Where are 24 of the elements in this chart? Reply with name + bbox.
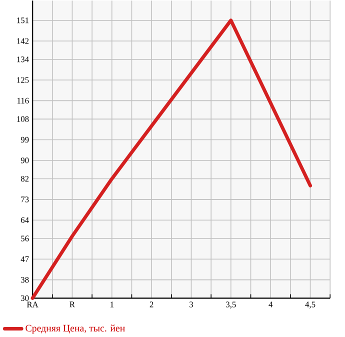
y-tick-label: 142 xyxy=(17,38,29,44)
y-tick-label: 108 xyxy=(17,116,29,122)
y-tick-label: 47 xyxy=(20,256,29,262)
y-tick-label: 38 xyxy=(21,277,29,283)
y-tick-label: 64 xyxy=(21,217,29,223)
y-tick-label: 73 xyxy=(21,196,29,202)
x-tick-label: 1 xyxy=(110,302,114,308)
x-tick-label: 3 xyxy=(190,302,194,308)
y-tick-label: 30 xyxy=(21,295,29,302)
y-tick-label: 90 xyxy=(20,158,29,164)
y-tick-label: 134 xyxy=(17,56,29,62)
y-tick-label: 125 xyxy=(17,77,29,83)
y-tick-label: 82 xyxy=(20,176,29,182)
x-tick-label: 4 xyxy=(268,302,273,308)
legend-label: Средняя Цена, тыс. йен xyxy=(26,324,125,334)
x-tick-label: R xyxy=(70,302,76,308)
y-tick-label: 116 xyxy=(18,98,29,104)
x-tick-label: 2 xyxy=(150,302,154,308)
x-tick-label: 3,5 xyxy=(226,302,236,309)
y-tick-label: 99 xyxy=(20,136,29,143)
x-tick-label: 4,5 xyxy=(305,302,316,309)
x-tick-label: RA xyxy=(26,302,38,308)
y-tick-label: 56 xyxy=(21,236,29,242)
y-tick-label: 151 xyxy=(17,18,29,24)
